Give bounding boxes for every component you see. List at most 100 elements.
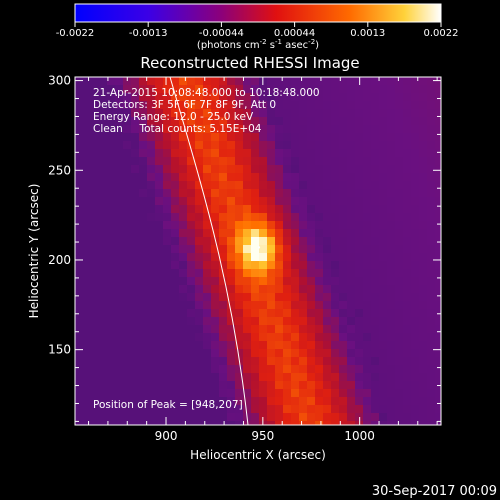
heatmap-cell — [275, 197, 284, 206]
heatmap-cell — [179, 93, 188, 102]
heatmap-cell — [267, 405, 276, 414]
heatmap-cell — [291, 197, 300, 206]
heatmap-cell — [355, 277, 364, 286]
colorbar-tick-label: -0.0022 — [56, 28, 95, 39]
heatmap-cell — [315, 357, 324, 366]
heatmap-cell — [195, 421, 204, 425]
heatmap-cell — [91, 189, 100, 198]
heatmap-cell — [291, 389, 300, 398]
heatmap-cell — [363, 149, 372, 158]
heatmap-cell — [379, 181, 388, 190]
heatmap-cell — [83, 269, 92, 278]
heatmap-cell — [163, 421, 172, 425]
heatmap-cell — [147, 309, 156, 318]
heatmap-cell — [99, 293, 108, 302]
heatmap-cell — [195, 341, 204, 350]
heatmap-cell — [419, 141, 428, 150]
heatmap-cell — [155, 173, 164, 182]
heatmap-cell — [131, 165, 140, 174]
heatmap-cell — [219, 165, 228, 174]
heatmap-cell — [403, 213, 412, 222]
heatmap-cell — [163, 205, 172, 214]
heatmap-cell — [387, 133, 396, 142]
heatmap-cell — [379, 373, 388, 382]
heatmap-cell — [179, 237, 188, 246]
heatmap-cell — [203, 173, 212, 182]
heatmap-cell — [203, 85, 212, 94]
heatmap-cell — [147, 317, 156, 326]
heatmap-cell — [211, 93, 220, 102]
heatmap-cell — [115, 357, 124, 366]
heatmap-cell — [307, 389, 316, 398]
heatmap-cell — [427, 109, 436, 118]
heatmap-cell — [155, 237, 164, 246]
heatmap-cell — [203, 253, 212, 262]
heatmap-cell — [275, 285, 284, 294]
heatmap-cell — [203, 269, 212, 278]
heatmap-cell — [83, 93, 92, 102]
heatmap-cell — [251, 101, 260, 110]
heatmap-cell — [299, 221, 308, 230]
heatmap-cell — [243, 373, 252, 382]
heatmap-cell — [99, 405, 108, 414]
heatmap-cell — [91, 405, 100, 414]
heatmap-cell — [291, 205, 300, 214]
heatmap-cell — [187, 189, 196, 198]
heatmap-cell — [131, 389, 140, 398]
heatmap-cell — [179, 397, 188, 406]
heatmap-cell — [411, 117, 420, 126]
heatmap-cell — [347, 181, 356, 190]
heatmap-cell — [211, 317, 220, 326]
heatmap-cell — [387, 357, 396, 366]
heatmap-cell — [299, 157, 308, 166]
heatmap-cell — [219, 333, 228, 342]
heatmap-cell — [315, 253, 324, 262]
heatmap-cell — [171, 301, 180, 310]
heatmap-cell — [259, 285, 268, 294]
heatmap-cell — [107, 165, 116, 174]
heatmap-cell — [115, 285, 124, 294]
heatmap-cell — [203, 165, 212, 174]
heatmap-cell — [147, 173, 156, 182]
heatmap-cell — [195, 117, 204, 126]
heatmap-cell — [315, 189, 324, 198]
heatmap-cell — [411, 333, 420, 342]
heatmap-cell — [291, 285, 300, 294]
heatmap-cell — [371, 261, 380, 270]
heatmap-cell — [435, 277, 441, 286]
heatmap-cell — [307, 109, 316, 118]
heatmap-cell — [187, 413, 196, 422]
heatmap-cell — [291, 349, 300, 358]
heatmap-cell — [363, 213, 372, 222]
heatmap-cell — [331, 381, 340, 390]
heatmap-cell — [107, 293, 116, 302]
heatmap-cell — [107, 197, 116, 206]
heatmap-cell — [203, 101, 212, 110]
heatmap-cell — [131, 85, 140, 94]
heatmap-cell — [427, 245, 436, 254]
heatmap-cell — [83, 117, 92, 126]
heatmap-cell — [411, 277, 420, 286]
heatmap-cell — [131, 349, 140, 358]
heatmap-cell — [267, 373, 276, 382]
heatmap-cell — [323, 421, 332, 425]
heatmap-cell — [163, 229, 172, 238]
heatmap-cell — [99, 253, 108, 262]
heatmap-cell — [155, 397, 164, 406]
heatmap-cell — [339, 197, 348, 206]
heatmap-cell — [75, 325, 84, 334]
heatmap-cell — [275, 261, 284, 270]
heatmap-cell — [339, 141, 348, 150]
heatmap-cell — [115, 381, 124, 390]
heatmap-cell — [171, 213, 180, 222]
heatmap-cell — [147, 413, 156, 422]
heatmap-cell — [75, 397, 84, 406]
heatmap-cell — [395, 77, 404, 86]
heatmap-cell — [195, 381, 204, 390]
heatmap-cell — [195, 77, 204, 86]
heatmap-cell — [387, 205, 396, 214]
heatmap-cell — [315, 221, 324, 230]
heatmap-cell — [379, 389, 388, 398]
heatmap-cell — [211, 197, 220, 206]
heatmap-cell — [411, 237, 420, 246]
